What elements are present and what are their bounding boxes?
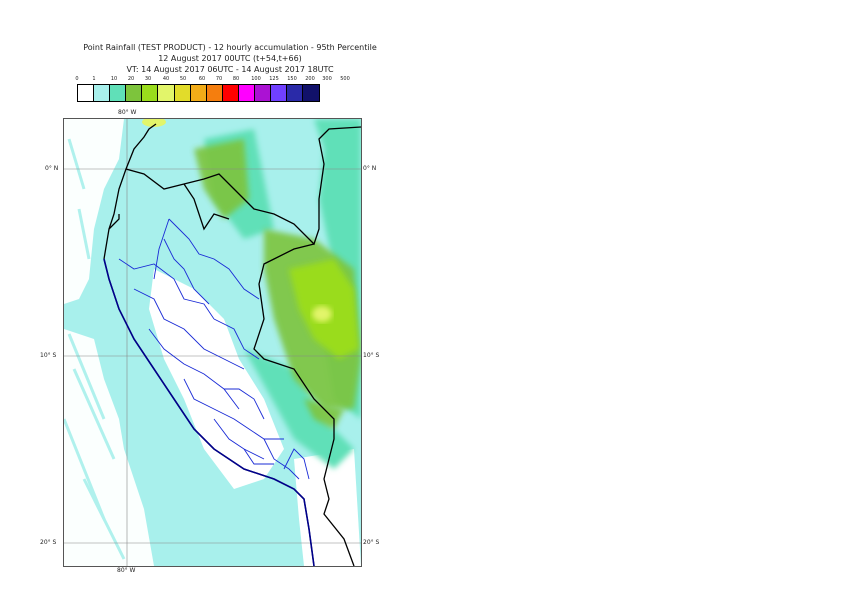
legend-label: 100 (251, 76, 261, 82)
legend-colorbar (77, 84, 321, 102)
legend-label: 70 (215, 76, 223, 82)
legend-swatch (222, 85, 239, 101)
legend-swatch (271, 85, 288, 101)
legend-labels: 0 1 10 20 30 40 50 60 70 80 100 125 150 … (70, 76, 360, 84)
legend-label: 60 (198, 76, 206, 82)
legend-label: 500 (340, 76, 350, 82)
map-panel (63, 118, 362, 567)
legend-label: 125 (269, 76, 279, 82)
rainfall-map (64, 119, 361, 566)
lon-label-bottom: 80° W (117, 567, 136, 574)
legend-label: 200 (305, 76, 315, 82)
legend-swatch (287, 85, 304, 101)
legend-swatch (303, 85, 320, 101)
legend-swatch (206, 85, 223, 101)
lat-label-right: 0° N (363, 165, 377, 172)
intense-rain-areas (142, 119, 332, 322)
legend-swatch (94, 85, 111, 101)
map-run-time: 12 August 2017 00UTC (t+54,t+66) (158, 54, 302, 63)
legend-label: 50 (179, 76, 187, 82)
legend-label: 150 (287, 76, 297, 82)
department-borders (118, 218, 310, 480)
legend-swatch (78, 85, 95, 101)
map-title: Point Rainfall (TEST PRODUCT) - 12 hourl… (83, 43, 377, 52)
legend-swatch (255, 85, 272, 101)
legend-label: 300 (322, 76, 332, 82)
legend-swatch (238, 85, 256, 101)
ocean-streaks (64, 138, 126, 560)
legend-swatch (174, 85, 191, 101)
lat-label-right: 20° S (363, 539, 380, 546)
lat-label-left: 20° S (40, 539, 57, 546)
lat-label-right: 10° S (363, 352, 380, 359)
legend-label: 10 (110, 76, 118, 82)
legend-swatch (158, 85, 175, 101)
legend-swatch (110, 85, 127, 101)
lat-label-left: 0° N (45, 165, 59, 172)
legend-label: 1 (92, 76, 96, 82)
legend-swatch (190, 85, 207, 101)
legend-label: 40 (162, 76, 170, 82)
legend-label: 30 (144, 76, 152, 82)
coastline (103, 258, 315, 566)
lat-label-left: 10° S (40, 352, 57, 359)
legend-label: 0 (75, 76, 79, 82)
map-valid-time: VT: 14 August 2017 06UTC - 14 August 201… (126, 65, 334, 74)
legend-label: 20 (127, 76, 135, 82)
legend-swatch (142, 85, 159, 101)
lon-label-top: 80° W (118, 109, 137, 116)
legend-label: 80 (232, 76, 240, 82)
legend-swatch (126, 85, 143, 101)
